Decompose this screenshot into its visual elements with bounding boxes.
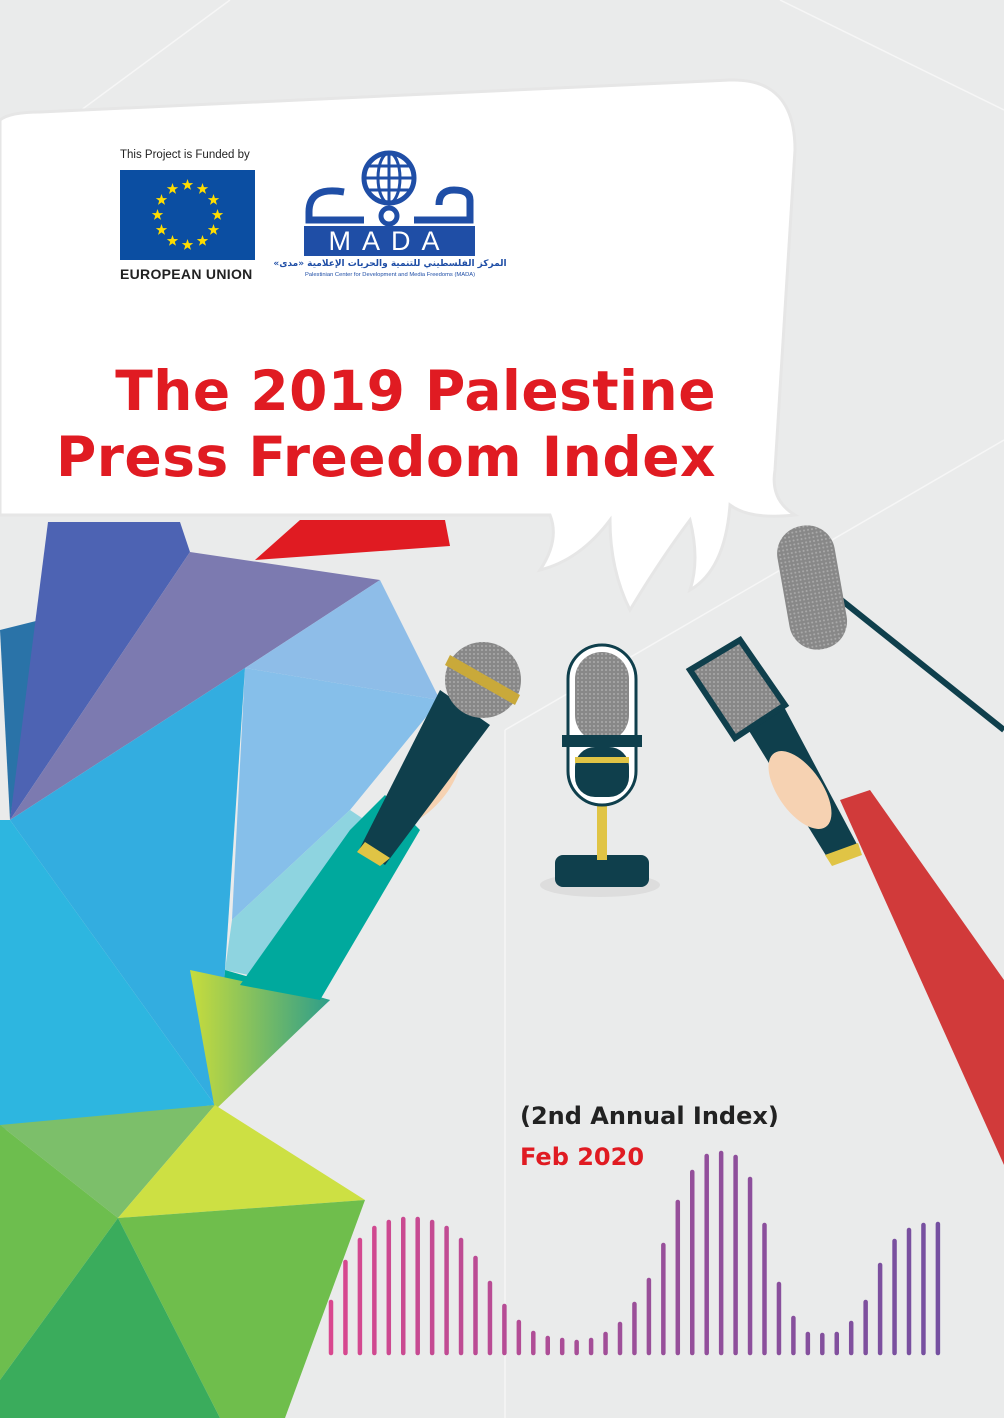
eu-star-icon: [155, 194, 168, 205]
boom-mic-head: [777, 525, 848, 650]
mada-logo-text: MADA: [304, 226, 475, 256]
mada-globe-logo: [304, 150, 475, 227]
edition-label: (2nd Annual Index): [520, 1102, 779, 1130]
mada-english-name: Palestinian Center for Development and M…: [304, 272, 476, 278]
left-mic-handle: [360, 690, 490, 865]
geometric-shapes: [0, 520, 450, 1418]
title-line-2: Press Freedom Index: [55, 425, 716, 489]
eu-star-icon: [155, 224, 168, 235]
title-line-1: The 2019 Palestine: [115, 359, 716, 423]
right-mic-band: [825, 843, 862, 866]
eu-star-icon: [207, 194, 220, 205]
sound-wave: [328, 1150, 941, 1356]
eu-star-icon: [166, 183, 179, 194]
eu-star-icon: [151, 209, 164, 220]
eu-star-icon: [166, 235, 179, 246]
right-mic-head: [685, 635, 790, 743]
eu-star-icon: [181, 239, 194, 250]
left-mic-band: [357, 842, 390, 866]
center-microphone: [540, 643, 660, 897]
eu-star-icon: [196, 183, 209, 194]
mada-name-block: المركز الفلسطيني للتنمية والحريات الإعلا…: [240, 258, 540, 279]
eu-star-icon: [207, 224, 220, 235]
left-mic-ring: [445, 655, 520, 705]
eu-star-icon: [196, 235, 209, 246]
eu-star-icon: [211, 209, 224, 220]
eu-star-icon: [181, 179, 194, 190]
right-hand: [768, 751, 832, 829]
eu-flag-logo: [120, 170, 255, 260]
funded-by-label: This Project is Funded by: [120, 149, 250, 161]
mada-arabic-name: المركز الفلسطيني للتنمية والحريات الإعلا…: [273, 259, 507, 269]
boom-pole: [833, 592, 1004, 733]
right-arm: [840, 790, 1004, 1165]
eu-name: EUROPEAN UNION: [120, 266, 253, 282]
publication-date: Feb 2020: [520, 1143, 645, 1171]
page-title: The 2019 Palestine Press Freedom Index: [56, 358, 716, 490]
